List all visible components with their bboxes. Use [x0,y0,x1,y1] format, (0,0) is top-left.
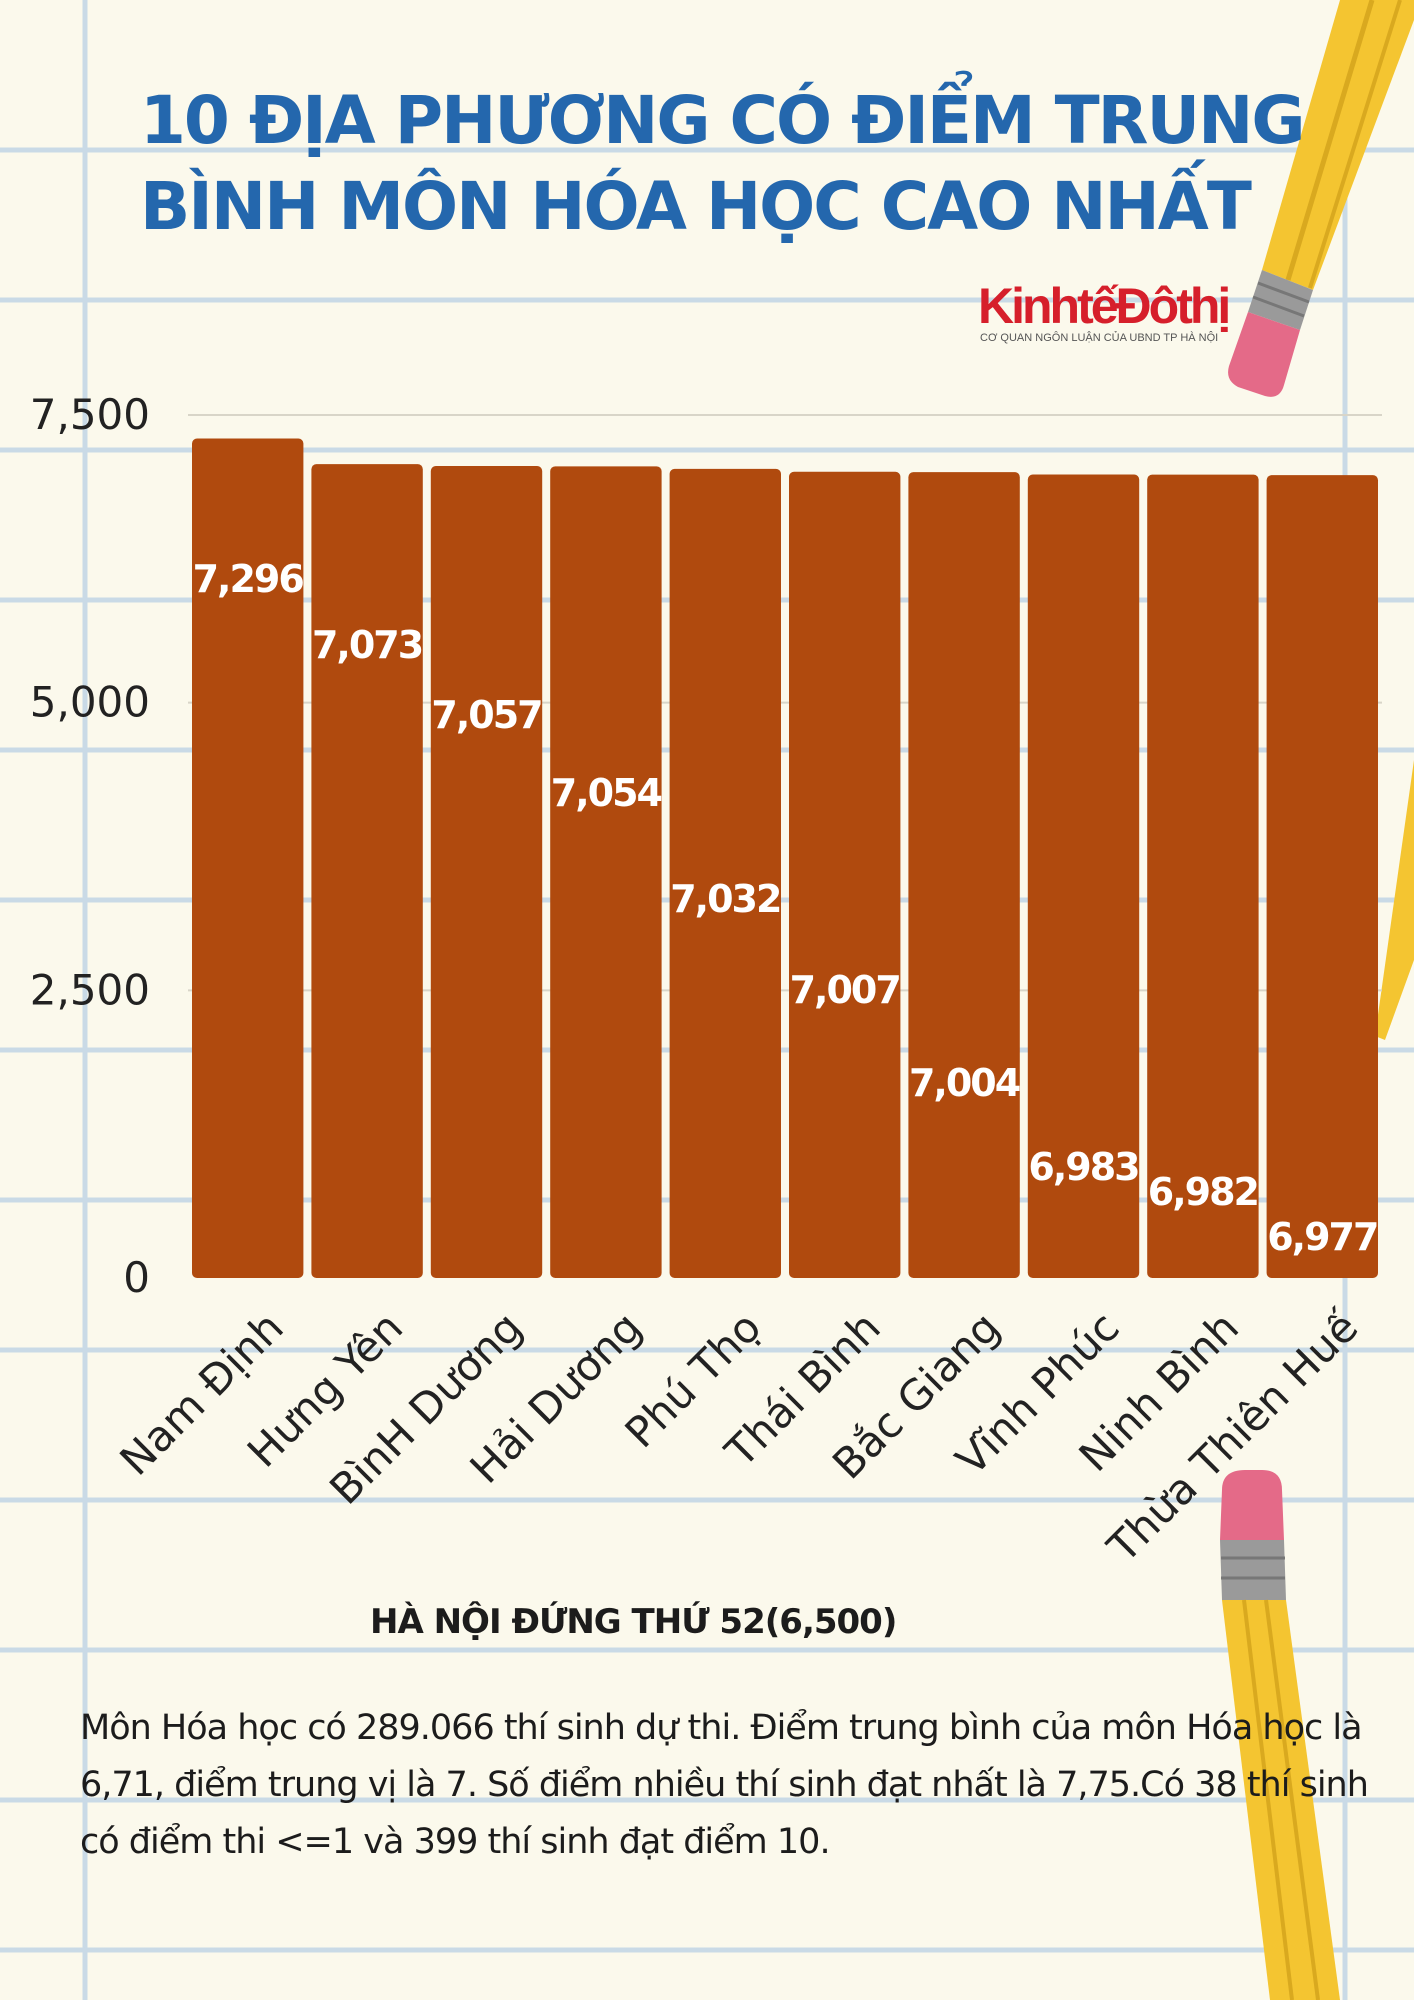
bar-value-label: 7,057 [431,693,541,737]
logo-tagline: CƠ QUAN NGÔN LUẬN CỦA UBND TP HÀ NỘI [980,332,1219,344]
bar [1147,474,1259,1279]
bar-value-label: 7,032 [670,877,780,921]
hanoi-rank-note: HÀ NỘI ĐỨNG THỨ 52(6,500) [370,1602,897,1642]
y-tick-label: 2,500 [30,965,150,1014]
bar [311,464,423,1279]
chart-title: 10 ĐỊA PHƯƠNG CÓ ĐIỂM TRUNG BÌNH MÔN HÓA… [140,78,1306,250]
pencil-right-edge [1375,760,1414,1040]
bar-value-label: 7,073 [312,623,422,667]
y-axis-ticks: 0 2,500 5,000 7,500 [30,390,150,1302]
bar [908,472,1020,1278]
bar [192,438,304,1278]
chart-bars [192,438,1378,1279]
logo-wordmark: KinhtếĐôthị [978,278,1231,334]
bar-value-label: 7,007 [790,968,900,1012]
bar-value-label: 7,296 [193,557,304,601]
pencil-bottom-right [1220,1470,1340,2000]
pencil-top-right [1228,0,1414,397]
bar [669,468,781,1278]
bar-value-label: 6,983 [1028,1145,1138,1189]
y-tick-label: 7,500 [30,390,150,439]
bar [430,465,543,1278]
y-tick-label: 5,000 [30,678,150,727]
summary-paragraph: Môn Hóa học có 289.066 thí sinh dự thi. … [80,1708,1369,1862]
bar [1027,474,1140,1278]
bar [550,466,662,1279]
y-tick-label: 0 [123,1253,150,1302]
bar-value-label: 7,054 [551,771,662,815]
bar-value-label: 7,004 [909,1061,1020,1105]
bar-value-label: 6,982 [1148,1170,1258,1214]
chart-title-line-2: BÌNH MÔN HÓA HỌC CAO NHẤT [140,168,1252,245]
publisher-logo: KinhtếĐôthị CƠ QUAN NGÔN LUẬN CỦA UBND T… [978,278,1238,348]
bar-value-label: 6,977 [1267,1215,1377,1259]
chart-title-line-1: 10 ĐỊA PHƯƠNG CÓ ĐIỂM TRUNG [140,82,1306,159]
bar [789,471,901,1278]
bar [1266,475,1378,1278]
